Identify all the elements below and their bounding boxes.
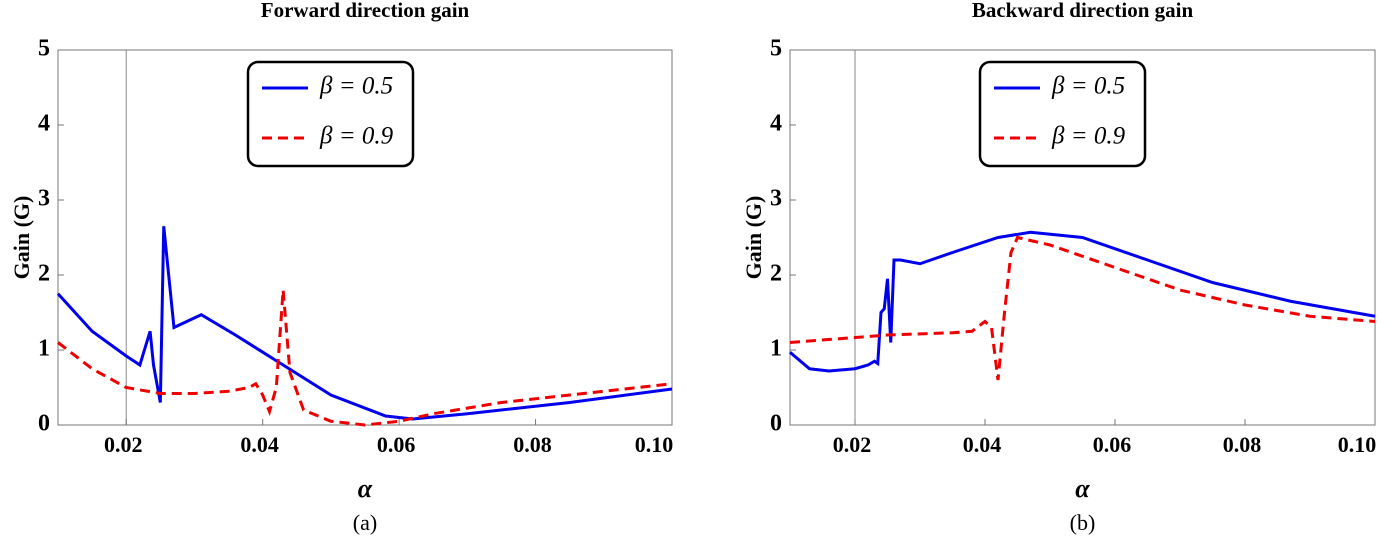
y-tick-label: 2 — [38, 261, 50, 287]
x-tick-label: 0.06 — [1093, 432, 1132, 457]
x-tick-label: 0.08 — [1223, 432, 1262, 457]
series-line — [789, 230, 1376, 373]
chart: 0.02 0.04 0.06 0.08 0.10 0 1 2 3 4 5 β = 0.5 β = 0.9… — [741, 0, 1376, 535]
y-tick-label: 5 — [38, 36, 50, 62]
x-tick-label: 0.04 — [963, 432, 1002, 457]
series-line — [56, 226, 673, 421]
x-tick-label: 0.02 — [104, 432, 143, 457]
x-axis-label: α — [358, 474, 373, 503]
y-tick-label: 1 — [770, 336, 782, 362]
y-axis-label: Gain (G) — [9, 196, 34, 280]
legend-label: β = 0.5 — [319, 73, 393, 100]
y-tick-label: 4 — [38, 111, 50, 137]
caption: (a) — [353, 510, 377, 535]
series-line — [57, 289, 673, 427]
series-line — [789, 235, 1376, 381]
y-tick-label: 0 — [38, 411, 50, 437]
chart-title: Forward direction gain — [261, 0, 470, 22]
plot-frame — [789, 49, 1376, 426]
chart: 0.02 0.04 0.06 0.08 0.10 0 1 2 3 4 5 β = 0.5 β = 0.9… — [9, 0, 673, 535]
legend-label: β = 0.5 — [1051, 73, 1125, 100]
x-tick-label: 0.10 — [635, 432, 674, 457]
x-tick-label: 0.08 — [513, 432, 552, 457]
y-axis-label: Gain (G) — [741, 196, 766, 280]
caption: (b) — [1070, 510, 1096, 535]
legend-label: β = 0.9 — [319, 123, 394, 150]
x-tick-label: 0.02 — [833, 432, 872, 457]
y-tick-label: 5 — [770, 36, 782, 62]
legend-label: β = 0.9 — [1051, 123, 1126, 150]
y-tick-label: 4 — [770, 111, 782, 137]
y-tick-label: 0 — [770, 411, 782, 437]
x-axis-label: α — [1075, 474, 1090, 503]
x-tick-label: 0.06 — [377, 432, 416, 457]
x-tick-label: 0.10 — [1338, 432, 1377, 457]
chart-title: Backward direction gain — [972, 0, 1194, 22]
y-tick-label: 3 — [38, 186, 50, 212]
y-tick-label: 3 — [770, 186, 782, 212]
y-tick-label: 1 — [38, 336, 50, 362]
y-tick-label: 2 — [770, 261, 782, 287]
x-tick-label: 0.04 — [240, 432, 279, 457]
